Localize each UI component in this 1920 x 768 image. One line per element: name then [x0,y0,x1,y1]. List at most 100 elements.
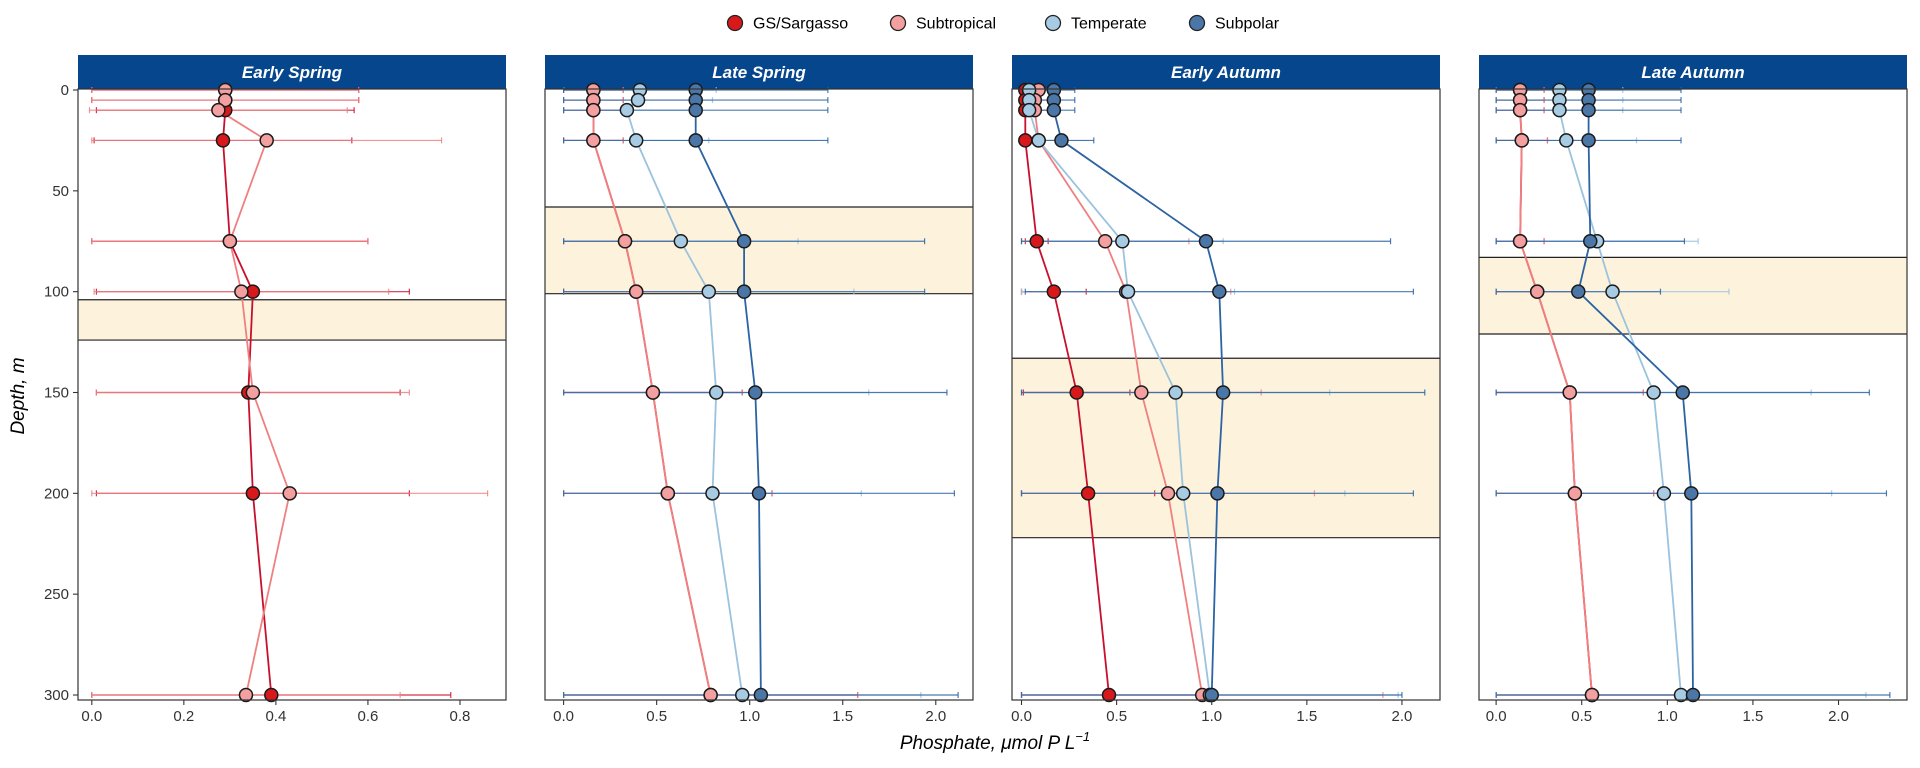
series-points-late-spring-subpolar [688,82,769,703]
data-point [1675,385,1690,400]
data-point [264,687,279,703]
x-tick-label: 0.0 [1011,708,1032,725]
legend-label-subpolar: Subpolar [1215,16,1280,33]
data-point [1581,102,1596,118]
x-tick-label: 1.0 [1657,708,1678,725]
data-point [1031,133,1046,148]
data-point [586,133,601,148]
data-point [1046,284,1062,299]
panel-title-early-spring: Early Spring [242,63,343,82]
data-point [1512,234,1528,249]
data-point [1552,102,1567,118]
legend-item-subpolar: Subpolar [1188,14,1280,33]
x-tick-label: 1.5 [1296,708,1317,725]
panel-late-spring: Late Spring 0.0 0.5 1.0 1.5 2.0 [544,55,974,725]
mld-band-late-spring [545,206,973,294]
data-point [259,133,274,148]
panel-title-late-spring: Late Spring [712,63,806,82]
data-point [688,133,703,148]
series-points-early-autumn-subpolar [1046,82,1231,703]
data-point [1168,385,1183,400]
panels: Early Spring 0.0 0.2 0.4 0.6 0.8 0 50 100 150 200 2… [44,55,1908,725]
data-point [1029,234,1044,249]
panel-strip-late-spring [545,55,973,89]
series-points-early-spring-subtropical [211,82,297,703]
legend-key-temperate [1044,14,1062,32]
panel-border-early-spring [77,88,507,701]
data-point [735,687,750,703]
y-tick-label: 200 [44,485,69,502]
legend-item-temperate: Temperate [1044,14,1147,33]
panel-border-late-spring [544,88,974,701]
data-point [645,385,661,400]
x-axis-title-superscript: −1 [1075,729,1090,744]
x-tick-label: 0.5 [1106,708,1127,725]
data-point [1605,284,1620,299]
series-points-late-autumn-subpolar [1571,82,1701,703]
legend-item-subtropical: Subtropical [889,14,996,33]
data-point [1018,133,1033,148]
y-tick-label: 250 [44,586,69,603]
x-tick-label: 1.0 [1201,708,1222,725]
data-point [245,486,261,501]
x-tick-label: 1.5 [1742,708,1763,725]
data-point [1584,687,1600,703]
data-point [1571,284,1586,299]
data-point [673,234,689,249]
data-point [1080,486,1096,501]
data-point [1101,687,1117,703]
data-point [1529,284,1545,299]
data-point [1160,486,1176,501]
panel-border-late-autumn [1478,88,1908,701]
mld-band-early-autumn [1012,358,1440,538]
y-tick-label: 150 [44,385,69,402]
data-point [1175,486,1191,501]
data-point [234,284,249,299]
data-point [1512,102,1528,118]
data-point [1097,234,1113,249]
y-tick-label: 100 [44,284,69,301]
panel-early-spring: Early Spring 0.0 0.2 0.4 0.6 0.8 0 50 100 150 200 2… [44,55,507,725]
data-point [705,486,720,501]
data-point [1210,486,1225,501]
data-point [1562,385,1577,400]
legend-key-gs-sargasso [726,14,744,32]
data-point [748,385,763,400]
data-point [1046,102,1062,118]
series-points-late-spring-temperate [619,82,750,703]
data-point [688,102,703,118]
data-point [753,687,769,703]
data-point [751,486,767,501]
data-point [1115,234,1130,249]
data-point [1134,385,1149,400]
data-point [218,92,233,108]
data-point [628,284,644,299]
x-tick-label: 2.0 [925,708,946,725]
data-point [617,234,633,249]
data-point [660,486,676,501]
data-point [282,486,297,501]
x-tick-label: 0.0 [1486,708,1507,725]
data-point [222,234,238,249]
data-point [736,284,752,299]
x-axis-title: Phosphate, μmol P L−1 [900,729,1090,754]
x-tick-label: 1.5 [832,708,853,725]
legend-label-gs-sargasso: GS/Sargasso [753,16,848,33]
data-point [1120,284,1136,299]
data-point [1567,486,1583,501]
y-tick-label: 0 [61,82,69,99]
data-point [1215,385,1231,400]
legend-label-temperate: Temperate [1071,16,1147,33]
x-tick-label: 0.4 [265,708,286,725]
data-point [1646,385,1661,400]
series-points-late-autumn-subtropical [1512,82,1600,703]
legend-item-gs-sargasso: GS/Sargasso [726,14,848,33]
data-point [1212,284,1227,299]
panel-border-early-autumn [1011,88,1441,701]
series-points-late-spring-subtropical [586,82,718,703]
panel-strip-late-autumn [1479,55,1907,89]
panel-strip-early-spring [78,55,506,89]
panel-title-late-autumn: Late Autumn [1641,63,1744,82]
data-point [1198,234,1214,249]
x-tick-label: 0.5 [1571,708,1592,725]
